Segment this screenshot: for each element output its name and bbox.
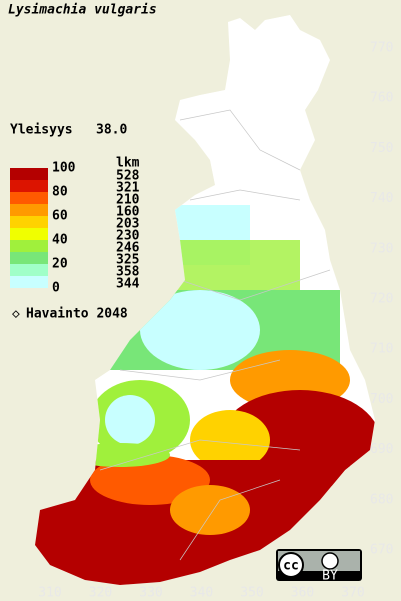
legend-count: 344 (116, 277, 140, 292)
y-label: 690 (370, 442, 393, 457)
y-label: 720 (370, 292, 393, 307)
scale-label: 100 (52, 161, 76, 176)
legend-count: 246 (116, 241, 140, 256)
legend-swatch (10, 240, 48, 252)
x-axis-labels: 310 320 330 340 350 360 370 (38, 586, 364, 601)
x-label: 310 (38, 586, 61, 601)
legend-swatch (10, 228, 48, 240)
scale-label: 60 (52, 209, 68, 224)
observation-marker: ◇ (12, 307, 20, 322)
by-label: BY (322, 569, 338, 584)
legend-count: 358 (116, 265, 140, 280)
y-label: 760 (370, 91, 393, 106)
legend-swatch (10, 180, 48, 192)
title: Lysimachia vulgaris (8, 3, 157, 18)
legend-swatch (10, 192, 48, 204)
legend-swatch (10, 252, 48, 264)
scale-label: 0 (52, 281, 60, 296)
x-label: 360 (291, 586, 314, 601)
y-label: 680 (370, 492, 393, 507)
legend-count: 210 (116, 193, 140, 208)
x-label: 340 (190, 586, 213, 601)
frequency-value: 38.0 (96, 123, 127, 138)
y-label: 710 (370, 342, 393, 357)
y-label: 750 (370, 141, 393, 156)
legend-swatch (10, 204, 48, 216)
legend-count: 321 (116, 181, 140, 196)
y-label: 670 (370, 543, 393, 558)
region-borders (99, 109, 331, 561)
y-axis-labels: 770 760 750 740 730 720 710 700 690 680 670 (370, 41, 393, 558)
x-label: 320 (89, 586, 112, 601)
x-label: 350 (240, 586, 263, 601)
legend-count: 528 (116, 169, 140, 184)
legend-count: 325 (116, 253, 139, 268)
y-label: 730 (370, 241, 393, 256)
legend-swatch (10, 216, 48, 228)
y-label: 740 (370, 191, 393, 206)
y-label: 700 (370, 392, 393, 407)
license-badge: cc BY (276, 549, 362, 584)
legend-swatch (10, 168, 48, 180)
cc-label: cc (283, 559, 299, 574)
x-label: 370 (341, 586, 364, 601)
legend-count: 160 (116, 205, 140, 220)
y-label: 770 (370, 41, 393, 56)
legend-swatch (10, 264, 48, 276)
scale-label: 80 (52, 185, 68, 200)
count-header: lkm (116, 156, 140, 171)
legend-count: 203 (116, 217, 139, 232)
observation-count: Havainto 2048 (26, 307, 128, 322)
legend-swatch (10, 276, 48, 288)
x-label: 330 (139, 586, 162, 601)
scale-label: 40 (52, 233, 68, 248)
legend-count: 230 (116, 229, 140, 244)
frequency-label: Yleisyys (10, 123, 73, 138)
scale-label: 20 (52, 257, 68, 272)
